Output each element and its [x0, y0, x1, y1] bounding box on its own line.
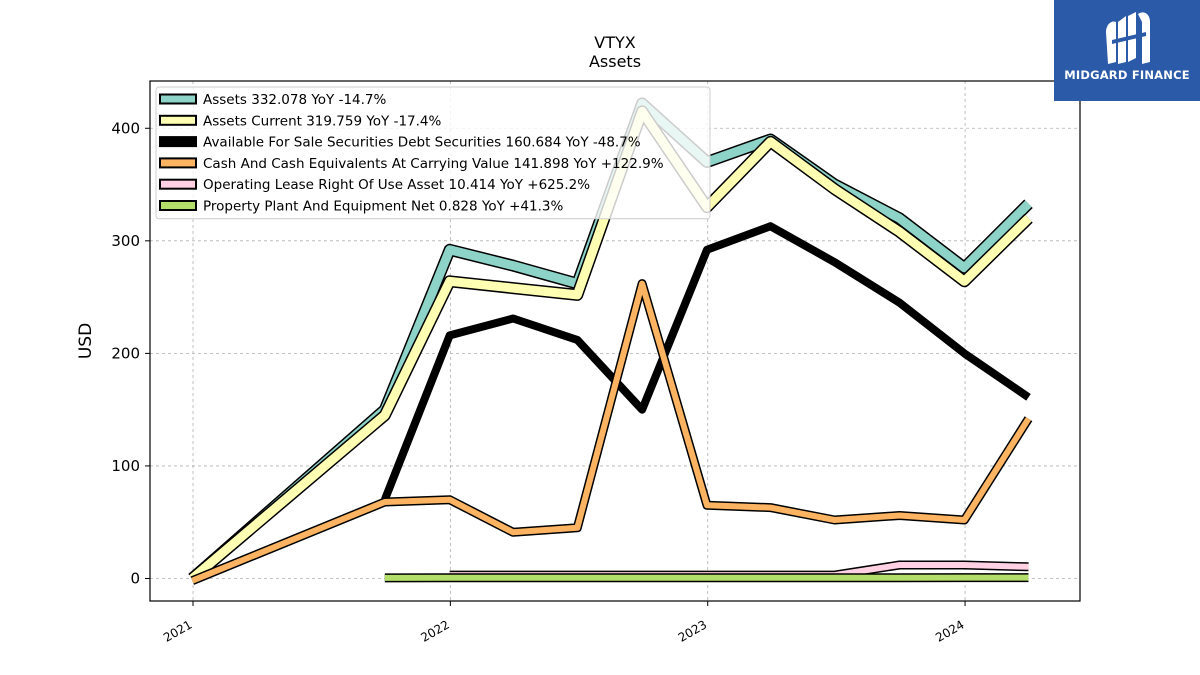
x-tick-label: 2021 [161, 617, 194, 644]
y-tick-label: 200 [111, 344, 140, 362]
y-tick-label: 400 [111, 119, 140, 137]
y-tick-label: 300 [111, 232, 140, 250]
legend-label: Operating Lease Right Of Use Asset 10.41… [203, 177, 590, 193]
legend-swatch [159, 157, 197, 169]
legend-swatch [159, 178, 197, 190]
legend-label: Cash And Cash Equivalents At Carrying Va… [203, 156, 664, 172]
midgard-finance-logo: MIDGARD FINANCE [1054, 0, 1200, 101]
legend-box [155, 86, 711, 220]
series-line-2 [381, 222, 1031, 502]
legend-swatch [159, 200, 197, 211]
series-outline [190, 279, 1033, 585]
plot-frame [149, 80, 1081, 602]
legend-item: Assets 332.078 YoY -14.7% [159, 92, 387, 108]
legend-swatch [159, 136, 197, 148]
series-line-3 [190, 279, 1033, 585]
legend-label: Assets 332.078 YoY -14.7% [203, 92, 387, 108]
legend-label: Property Plant And Equipment Net 0.828 Y… [203, 199, 563, 215]
legend-item: Property Plant And Equipment Net 0.828 Y… [159, 199, 563, 215]
legend-item: Assets Current 319.759 YoY -17.4% [159, 113, 442, 129]
x-tick-label: 2024 [933, 617, 966, 644]
legend-item: Available For Sale Securities Debt Secur… [159, 135, 641, 151]
legend-item: Operating Lease Right Of Use Asset 10.41… [159, 177, 590, 193]
series-stroke [381, 222, 1031, 502]
legend-label: Available For Sale Securities Debt Secur… [203, 135, 641, 151]
x-tick-label: 2023 [676, 617, 709, 644]
legend-swatch [159, 93, 197, 105]
y-tick-label: 0 [130, 569, 140, 587]
series-stroke [191, 280, 1032, 584]
y-axis-ticks: 0 100 200 300 400 [111, 119, 150, 587]
chart-subtitle: Assets [589, 52, 641, 71]
legend-label: Assets Current 319.759 YoY -17.4% [203, 113, 442, 129]
logo-mark-icon [1106, 12, 1150, 65]
legend-item: Cash And Cash Equivalents At Carrying Va… [159, 156, 664, 172]
x-tick-label: 2022 [418, 617, 451, 644]
logo-text: MIDGARD FINANCE [1064, 68, 1190, 82]
legend: Assets 332.078 YoY -14.7% Assets Current … [155, 86, 711, 220]
legend-swatch [159, 114, 197, 126]
y-tick-label: 100 [111, 457, 140, 475]
y-axis-label: USD [76, 323, 96, 359]
x-axis-ticks: 2021 2022 2023 2024 [161, 601, 967, 645]
chart-title: VTYX [594, 33, 635, 52]
